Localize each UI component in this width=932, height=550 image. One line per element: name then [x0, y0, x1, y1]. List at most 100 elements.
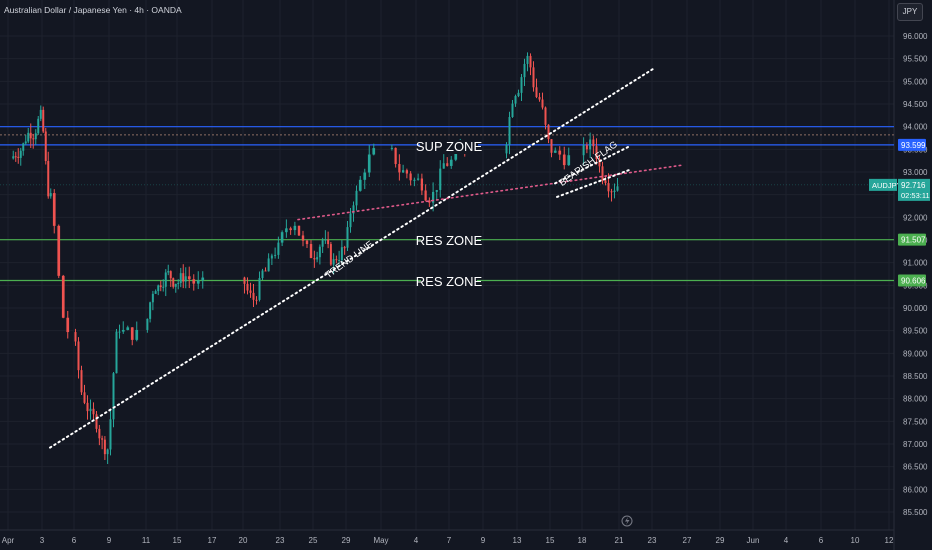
candle-body: [616, 186, 619, 191]
candle-body: [261, 270, 264, 279]
y-tick-label: 90.000: [903, 304, 928, 313]
y-tick-label: 89.500: [903, 327, 928, 336]
candlestick-series: [12, 52, 619, 465]
candle-body: [164, 272, 167, 287]
x-tick-label: 23: [648, 536, 657, 545]
candle-body: [402, 170, 405, 173]
candle-body: [517, 92, 520, 97]
candle-body: [169, 271, 172, 279]
candle-body: [562, 154, 566, 166]
candle-body: [420, 178, 423, 191]
candle-body: [179, 273, 182, 283]
x-tick-label: 10: [851, 536, 860, 545]
flag-line-lower: [556, 168, 631, 198]
candle-body: [115, 331, 118, 374]
y-tick-label: 92.000: [903, 213, 928, 222]
x-tick-label: 12: [885, 536, 894, 545]
candle-body: [274, 254, 277, 256]
candle-body: [435, 189, 438, 192]
candle-body: [249, 290, 252, 293]
y-tick-label: 88.000: [903, 395, 928, 404]
candle-body: [535, 87, 538, 98]
candle-body: [293, 225, 297, 231]
candle-body: [187, 276, 191, 280]
candle-body: [106, 449, 109, 455]
candle-body: [246, 283, 249, 291]
candle-body: [610, 191, 613, 193]
candle-body: [135, 329, 139, 340]
candle-body: [159, 285, 162, 288]
candle-body: [550, 139, 553, 153]
candle-body: [47, 161, 50, 197]
y-tick-label: 87.500: [903, 417, 928, 426]
candle-body: [19, 150, 22, 158]
candle-body: [355, 190, 358, 206]
annotation-bg: [421, 234, 477, 248]
candle-body: [585, 145, 588, 150]
x-tick-label: Jun: [747, 536, 760, 545]
y-tick-label: 96.000: [903, 32, 928, 41]
candle-body: [80, 370, 83, 393]
candle-body: [318, 246, 321, 258]
candle-body: [126, 327, 130, 330]
candle-body: [22, 143, 25, 151]
y-tick-label: 93.000: [903, 168, 928, 177]
candle-body: [428, 200, 431, 203]
y-tick-label: 89.000: [903, 349, 928, 358]
price-axis: 85.500 86.000 86.500 87.000 87.500 88.000 88.5…: [869, 32, 930, 517]
candle-body: [439, 168, 442, 190]
x-tick-label: 18: [578, 536, 587, 545]
candle-body: [109, 419, 112, 450]
trend-line: [49, 66, 656, 449]
candle-body: [508, 117, 511, 145]
candle-body: [280, 232, 284, 243]
candle-body: [52, 193, 56, 226]
candle-body: [449, 159, 453, 166]
candle-body: [592, 139, 595, 147]
y-tick-label: 94.500: [903, 100, 928, 109]
candle-body: [289, 228, 292, 231]
candle-body: [349, 213, 352, 228]
annotation-bg: [420, 140, 478, 154]
candle-body: [409, 173, 412, 181]
candle-body: [589, 139, 592, 150]
candle-body: [316, 257, 319, 260]
candle-body: [321, 240, 324, 247]
blue-level-price-label-bg: [898, 138, 926, 151]
candle-body: [567, 155, 571, 166]
x-tick-label: 11: [142, 536, 151, 545]
x-tick-label: 6: [72, 536, 77, 545]
candle-body: [532, 67, 535, 88]
green-level-price-label-1: 91.507: [901, 236, 926, 245]
candle-body: [367, 154, 371, 173]
candle-body: [118, 331, 121, 333]
candle-body: [327, 239, 330, 245]
green-level-price-label-2-bg: [898, 274, 926, 287]
candle-body: [243, 277, 246, 284]
candle-body: [267, 258, 270, 272]
candle-body: [313, 257, 316, 260]
candle-body: [196, 280, 200, 284]
candle-body: [146, 318, 149, 330]
candle-body: [607, 183, 610, 192]
x-tick-label: 9: [107, 536, 112, 545]
currency-button[interactable]: JPY: [897, 3, 923, 21]
candle-body: [547, 124, 550, 140]
candle-body: [390, 147, 393, 149]
candle-body: [149, 302, 152, 319]
candle-body: [595, 146, 598, 159]
candle-body: [192, 279, 196, 284]
candle-body: [343, 247, 346, 249]
candle-body: [363, 172, 367, 180]
candle-body: [526, 55, 529, 64]
candle-body: [39, 109, 42, 119]
candle-body: [112, 373, 115, 420]
candle-body: [252, 292, 255, 300]
x-tick-label: 4: [414, 536, 419, 545]
candle-body: [582, 145, 585, 156]
candle-body: [529, 55, 532, 68]
candle-body: [44, 131, 47, 162]
x-tick-label: 15: [173, 536, 182, 545]
